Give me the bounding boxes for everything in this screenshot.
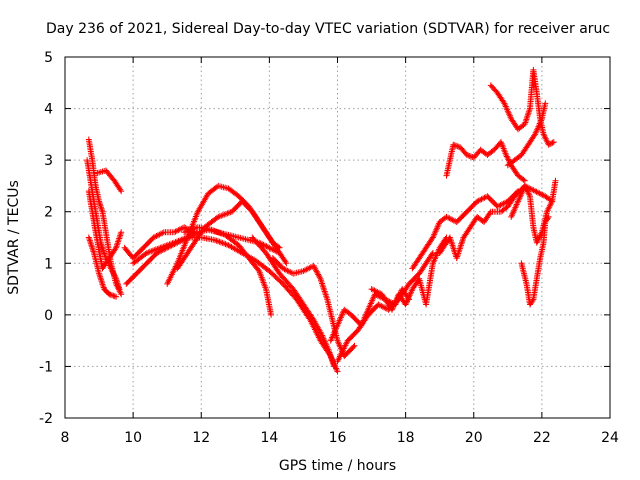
- series-track-w: [504, 100, 549, 169]
- series-track-s: [443, 139, 528, 184]
- data-points: [84, 66, 559, 375]
- series-track-p: [368, 234, 450, 313]
- plot-frame: [64, 56, 611, 419]
- series-track-a: [84, 157, 123, 293]
- y-tick-label: 0: [44, 308, 53, 324]
- x-tick-label: 18: [397, 430, 415, 446]
- series-marks: [94, 167, 125, 195]
- series-marks: [487, 66, 557, 148]
- y-tick-label: -2: [39, 411, 53, 427]
- x-tick-label: 24: [601, 430, 619, 446]
- series-track-v: [518, 213, 552, 308]
- series-marks: [174, 198, 283, 272]
- series-marks: [334, 250, 436, 365]
- x-tick-label: 16: [329, 430, 347, 446]
- series-track-j: [174, 198, 283, 272]
- series-track-b: [85, 136, 125, 298]
- series-marks: [504, 100, 549, 169]
- series-marks: [85, 136, 125, 298]
- series-marks: [85, 234, 120, 300]
- series-track-q: [409, 188, 521, 272]
- series-track-t: [487, 66, 557, 148]
- series-track-d: [85, 188, 125, 272]
- y-tick-label: 2: [44, 205, 53, 221]
- series-track-o: [334, 250, 436, 365]
- x-tick-label: 22: [533, 430, 551, 446]
- series-marks: [130, 234, 341, 375]
- series-track-k: [181, 224, 275, 318]
- y-tick-label: 5: [44, 50, 53, 66]
- x-tick-label: 20: [465, 430, 483, 446]
- series-marks: [84, 157, 123, 293]
- y-tick-label: 3: [44, 153, 53, 169]
- x-tick-label: 12: [192, 430, 210, 446]
- chart-title: Day 236 of 2021, Sidereal Day-to-day VTE…: [46, 21, 610, 37]
- y-tick-label: 4: [44, 102, 53, 118]
- series-marks: [443, 139, 528, 184]
- y-axis-label: SDTVAR / TECUs: [6, 180, 22, 295]
- series-marks: [181, 224, 275, 318]
- x-tick-label: 14: [260, 430, 278, 446]
- series-track-c: [85, 234, 120, 300]
- series-track-h: [130, 234, 341, 375]
- x-axis-label: GPS time / hours: [279, 458, 396, 474]
- series-marks: [368, 234, 450, 313]
- series-track-e: [94, 167, 125, 195]
- series-marks: [85, 188, 125, 272]
- series-track-l: [249, 234, 338, 370]
- y-tick-label: -1: [39, 359, 53, 375]
- series-marks: [249, 234, 338, 370]
- y-tick-label: 1: [44, 256, 53, 272]
- series-marks: [409, 188, 521, 272]
- x-tick-label: 10: [124, 430, 142, 446]
- series-marks: [518, 213, 552, 308]
- x-tick-label: 8: [61, 430, 70, 446]
